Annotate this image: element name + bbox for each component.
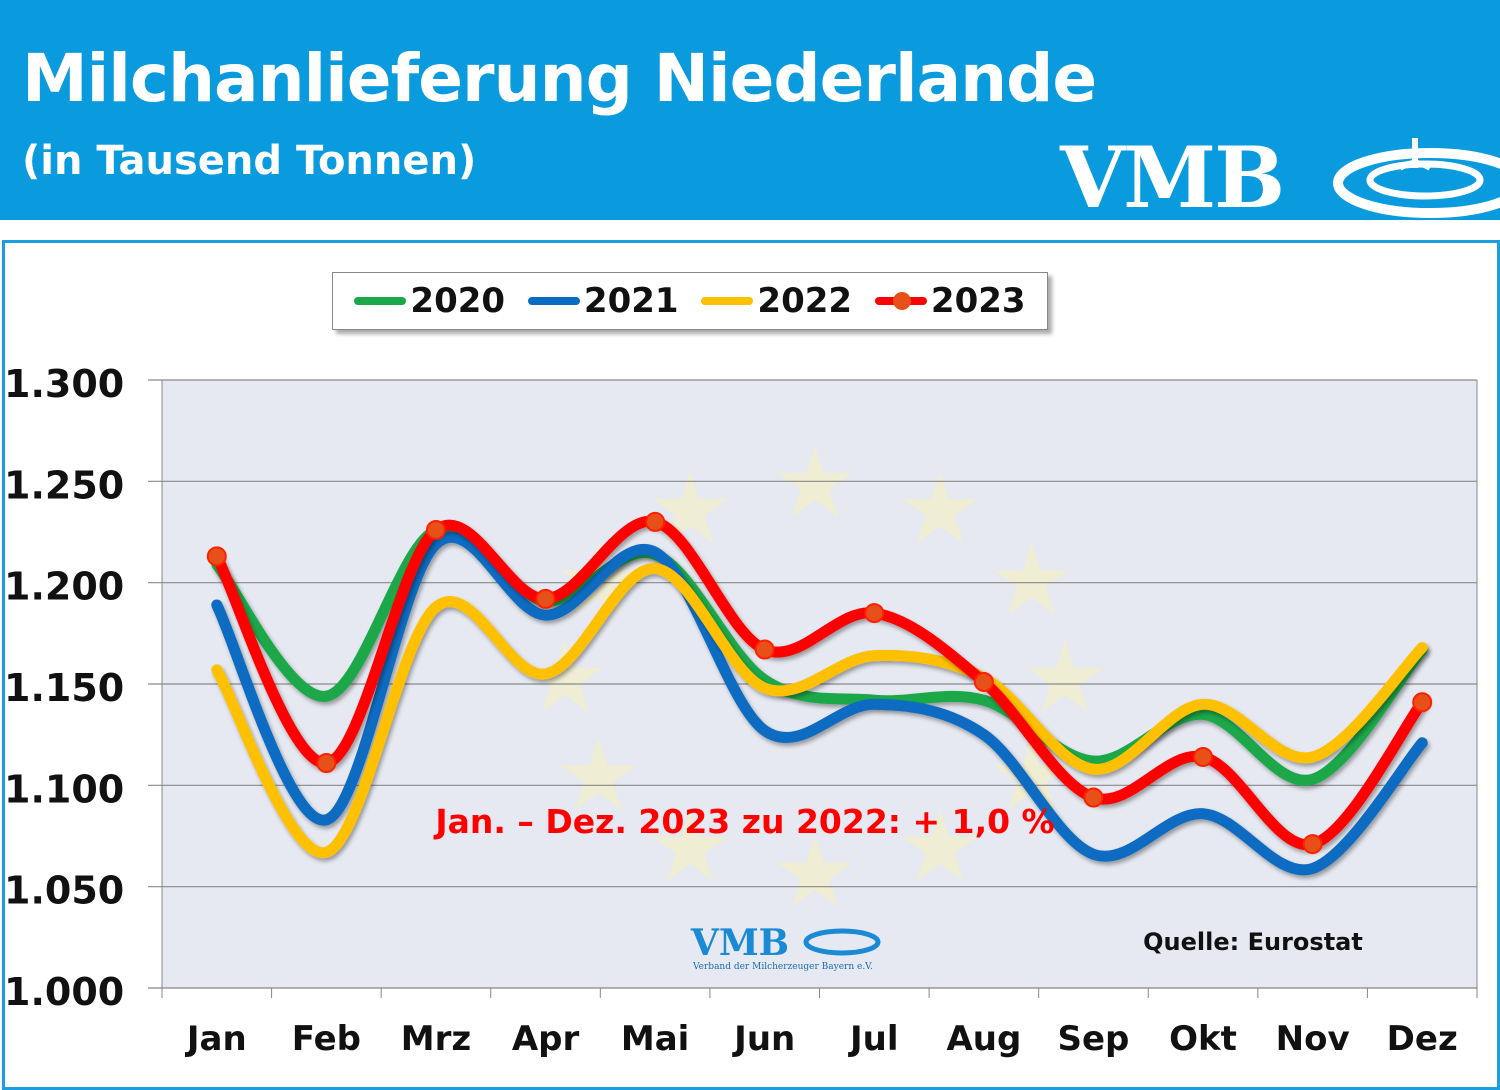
legend-swatch <box>874 292 927 310</box>
legend-item-2020: 2020 <box>354 281 505 321</box>
legend-label: 2023 <box>930 281 1026 321</box>
header-banner: Milchanlieferung Niederlande (in Tausend… <box>0 0 1500 227</box>
data-point-2023 <box>645 511 666 532</box>
series-line-2023 <box>211 515 1428 851</box>
data-point-2023 <box>973 671 994 692</box>
y-tick-label: 1.300 <box>4 362 124 406</box>
legend-item-2021: 2021 <box>527 281 679 321</box>
star-icon <box>652 808 728 882</box>
x-tick-label: Mrz <box>401 1019 471 1059</box>
y-tick-label: 1.000 <box>4 970 124 1014</box>
data-point-2023 <box>316 753 337 774</box>
data-point-2023 <box>1083 787 1104 808</box>
vmb-logo: VMB <box>1060 128 1500 227</box>
legend-swatch <box>354 297 407 305</box>
x-tick-label: Aug <box>946 1019 1021 1059</box>
x-tick-label: Nov <box>1276 1019 1350 1059</box>
data-point-2023 <box>206 546 227 567</box>
annotation: Jan. – Dez. 2023 zu 2022: + 1,0 % <box>433 802 1054 841</box>
star-icon <box>652 471 728 544</box>
x-tick-label: Mai <box>621 1019 689 1059</box>
logo-swirl-icon <box>1333 138 1500 218</box>
star-icon <box>777 835 853 908</box>
y-tick-label: 1.250 <box>4 463 124 507</box>
source-label: Quelle: Eurostat <box>1143 928 1363 956</box>
logo-text: VMB <box>1060 128 1285 227</box>
x-tick-label: Sep <box>1058 1019 1130 1059</box>
chart-title: Milchanlieferung Niederlande <box>22 40 1097 117</box>
data-point-2023 <box>535 588 556 609</box>
watermark-swirl-icon <box>803 928 881 956</box>
watermark-logo: VMB <box>690 922 789 964</box>
x-tick-label: Jul <box>848 1019 899 1059</box>
y-tick-label: 1.150 <box>4 666 124 710</box>
star-icon <box>902 808 978 882</box>
watermark-caption: Verband der Milcherzeuger Bayern e.V. <box>692 962 873 972</box>
data-point-2023 <box>754 639 775 660</box>
x-tick-label: Jan <box>185 1019 247 1059</box>
x-tick-label: Jun <box>732 1019 795 1059</box>
legend-label: 2020 <box>410 281 506 321</box>
data-point-2023 <box>864 603 885 624</box>
x-tick-label: Apr <box>512 1019 580 1059</box>
data-point-2023 <box>425 519 446 540</box>
legend-marker <box>892 292 911 310</box>
legend: 2020 2021 2022 2023 <box>332 272 1048 330</box>
y-tick-label: 1.100 <box>4 767 124 811</box>
star-icon <box>902 471 978 544</box>
x-tick-label: Okt <box>1169 1019 1237 1059</box>
legend-item-2022: 2022 <box>701 281 852 321</box>
data-point-2023 <box>1302 834 1323 855</box>
legend-swatch <box>701 297 754 305</box>
legend-label: 2021 <box>583 281 679 321</box>
star-icon <box>1027 640 1103 713</box>
legend-label: 2022 <box>757 281 853 321</box>
series-line-2022 <box>211 562 1428 858</box>
star-icon <box>527 640 603 713</box>
star-icon <box>993 737 1070 810</box>
star-icon <box>560 737 637 810</box>
chart-subtitle: (in Tausend Tonnen) <box>22 138 477 184</box>
data-point-2023 <box>1412 692 1433 713</box>
legend-item-2023: 2023 <box>874 281 1026 321</box>
data-point-2023 <box>1193 746 1214 767</box>
star-icon <box>993 542 1070 615</box>
y-tick-label: 1.050 <box>4 869 124 913</box>
legend-swatch <box>527 297 580 305</box>
series-line-2021 <box>211 531 1428 876</box>
x-tick-label: Feb <box>292 1019 361 1059</box>
x-tick-label: Dez <box>1387 1019 1458 1059</box>
y-tick-label: 1.200 <box>4 565 124 609</box>
